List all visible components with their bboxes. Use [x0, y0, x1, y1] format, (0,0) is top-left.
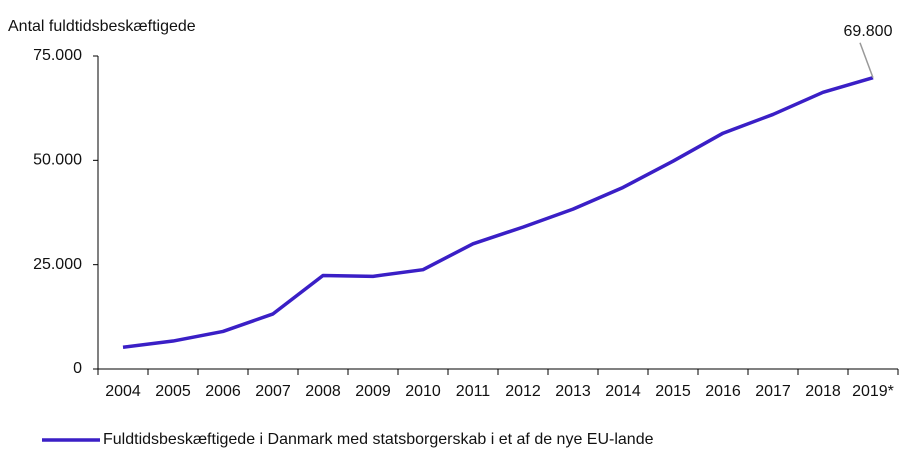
x-tick-label: 2008: [305, 383, 341, 400]
data-label: 69.800: [844, 23, 893, 40]
x-tick-label: 2016: [705, 383, 741, 400]
x-tick-label: 2010: [405, 383, 441, 400]
x-tick-label: 2014: [605, 383, 641, 400]
y-tick-label: 0: [73, 360, 82, 377]
x-tick-label: 2005: [155, 383, 191, 400]
x-tick-label: 2018: [805, 383, 841, 400]
x-tick-label: 2012: [505, 383, 541, 400]
x-tick-label: 2006: [205, 383, 241, 400]
y-tick-label: 25.000: [33, 256, 82, 273]
legend-label: Fuldtidsbeskæftigede i Danmark med stats…: [103, 431, 654, 448]
y-tick-label: 50.000: [33, 152, 82, 169]
x-tick-label: 2017: [755, 383, 791, 400]
annotation-leader: [859, 42, 874, 78]
x-tick-label: 2019*: [852, 383, 894, 400]
x-tick-label: 2013: [555, 383, 591, 400]
x-tick-label: 2004: [105, 383, 141, 400]
x-tick-label: 2007: [255, 383, 291, 400]
x-tick-label: 2009: [355, 383, 391, 400]
y-axis-label: Antal fuldtidsbeskæftigede: [8, 18, 196, 35]
series-line: [122, 76, 874, 350]
x-tick-label: 2011: [456, 383, 491, 400]
x-tick-label: 2015: [655, 383, 691, 400]
y-tick-label: 75.000: [33, 47, 82, 64]
